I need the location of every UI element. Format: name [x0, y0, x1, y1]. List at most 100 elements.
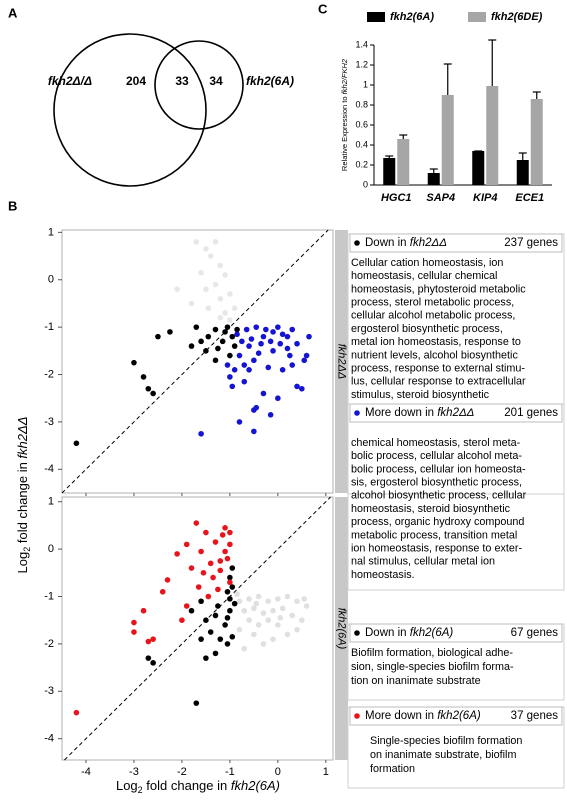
point: [224, 588, 231, 595]
go-term-line: bolic process, cellular alcohol meta-: [351, 450, 522, 462]
go-term-line: Cellular cation homeostasis, ion: [351, 257, 503, 269]
diagonal: [61, 229, 329, 494]
point: [275, 395, 281, 402]
point: [241, 362, 248, 368]
point: [73, 709, 80, 716]
text-part: Relative Expression to: [340, 94, 349, 171]
bullet: [354, 240, 360, 246]
point: [227, 291, 233, 297]
text-part: 2: [138, 785, 143, 795]
x-tick-label: KIP4: [473, 192, 497, 204]
venn-circle: [154, 40, 244, 130]
go-term-line: process, response to external stimu-: [351, 362, 525, 374]
gene-set-header-box: [349, 706, 563, 726]
bar: [472, 151, 485, 185]
gene-set-count: 237 genes: [504, 237, 558, 249]
point: [198, 338, 204, 345]
point: [174, 286, 180, 293]
legend-label: fkh2(6A): [390, 11, 434, 23]
point: [145, 655, 152, 661]
point: [236, 626, 243, 633]
bar: [486, 86, 499, 185]
point: [301, 357, 308, 364]
point: [131, 629, 137, 635]
y-tick-label: 0.4: [355, 139, 368, 149]
legend-swatch: [367, 12, 385, 22]
x-tick-label: SAP4: [426, 192, 455, 204]
point: [265, 364, 272, 371]
go-term-line: nal stimulus, cellular metal ion: [351, 556, 495, 568]
go-term-line: metal ion homeostasis, response to: [351, 336, 521, 348]
point: [275, 596, 281, 602]
point: [236, 352, 243, 359]
point: [212, 612, 219, 619]
go-term-line: homeostasis, cellular chemical: [351, 270, 497, 282]
point: [255, 350, 262, 357]
point: [215, 603, 221, 609]
venn-count: 33: [175, 74, 189, 88]
y-tick-label: 1: [48, 226, 54, 238]
point: [164, 577, 171, 583]
point: [222, 310, 228, 316]
bullet: [354, 630, 360, 636]
point: [224, 324, 231, 330]
facet-label: fkh2(6A): [336, 608, 348, 650]
point: [193, 520, 200, 526]
go-term-line: on inanimate substrate, biofilm: [370, 749, 516, 761]
point: [251, 631, 257, 638]
point: [198, 430, 204, 437]
y-tick-label: 0.6: [355, 119, 368, 129]
point: [303, 603, 310, 609]
point: [241, 645, 248, 652]
point: [246, 596, 252, 602]
bar: [397, 139, 410, 185]
diagonal: [64, 496, 331, 761]
go-term-line: process, sterol metabolic process,: [351, 296, 514, 308]
text-part: Log: [116, 778, 138, 793]
point: [188, 300, 195, 307]
point: [222, 525, 228, 531]
point: [195, 584, 202, 590]
point: [260, 641, 267, 647]
text-part: fkh2(6A): [437, 710, 481, 722]
point: [227, 596, 233, 602]
point: [270, 329, 276, 335]
gene-set-header-box: [349, 403, 563, 423]
bullet: [354, 410, 360, 416]
point: [289, 362, 296, 368]
point: [253, 324, 260, 330]
point: [231, 305, 238, 311]
point: [284, 593, 291, 600]
go-term-line: stimulus, steroid biosynthetic: [351, 389, 490, 401]
text-part: Down in: [365, 237, 410, 249]
y-tick-label: 1.4: [355, 39, 368, 49]
point: [234, 326, 240, 333]
x-tick-label: 0: [275, 766, 281, 778]
point: [301, 596, 308, 602]
point: [131, 359, 137, 366]
point: [299, 617, 305, 624]
point: [227, 607, 233, 614]
point: [258, 340, 264, 347]
point: [188, 607, 195, 614]
point: [205, 305, 212, 311]
venn-count: 34: [209, 74, 223, 88]
y-axis-label: Relative Expression to fkh2/FKH2: [340, 58, 349, 171]
y-tick-label: -3: [44, 685, 54, 697]
point: [222, 548, 228, 555]
point: [217, 295, 224, 302]
point: [231, 600, 238, 607]
point: [289, 612, 296, 619]
point: [150, 636, 156, 642]
gene-set-header: More down in fkh2(6A): [365, 710, 481, 722]
panel-label: A: [8, 5, 18, 20]
point: [277, 615, 284, 621]
point: [275, 324, 281, 330]
x-axis-label: Log2 fold change in fkh2(6A): [116, 778, 280, 795]
point: [203, 655, 209, 661]
point: [207, 629, 214, 635]
point: [212, 357, 219, 364]
point: [188, 343, 195, 349]
legend-label: fkh2(6DE): [491, 11, 543, 23]
point: [229, 383, 236, 390]
